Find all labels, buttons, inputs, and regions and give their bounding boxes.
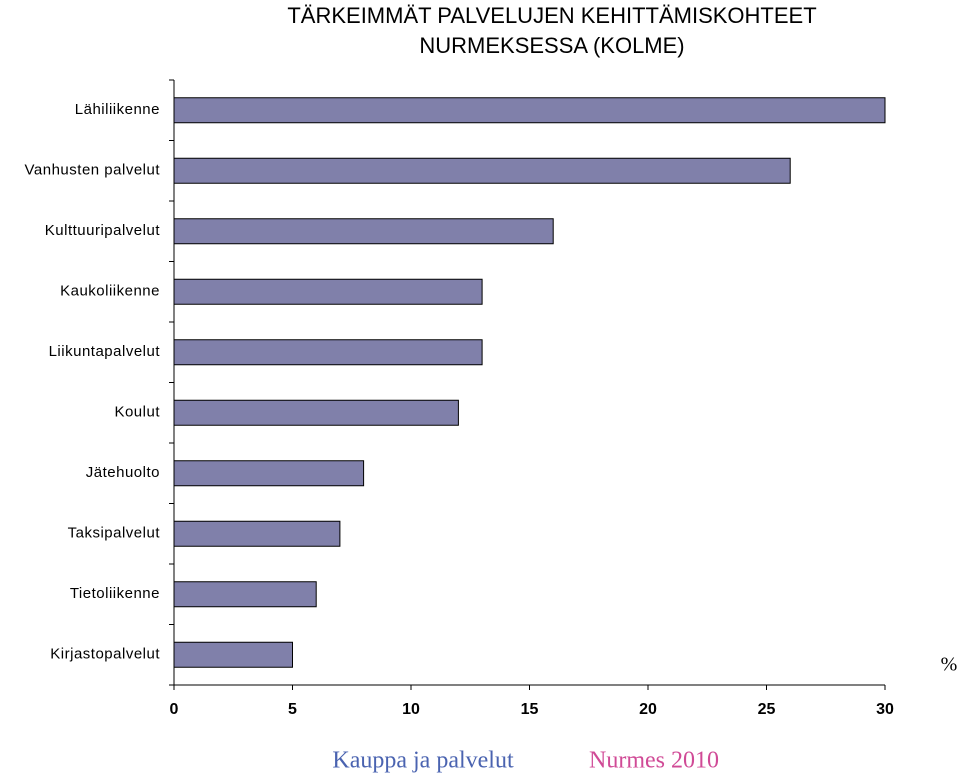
y-tick-label: Koulut <box>114 404 160 421</box>
chart-title: TÄRKEIMMÄT PALVELUJEN KEHITTÄMISKOHTEET <box>287 3 816 28</box>
bar <box>173 581 317 608</box>
x-tick-label: 5 <box>288 701 297 718</box>
x-tick-label: 15 <box>521 701 539 718</box>
bar <box>173 157 791 184</box>
y-tick-label: Kirjastopalvelut <box>50 646 160 663</box>
chart-title: NURMEKSESSA (KOLME) <box>419 33 684 58</box>
bar <box>173 278 483 305</box>
x-tick-label: 25 <box>758 701 776 718</box>
y-tick-label: Lähiliikenne <box>75 101 160 118</box>
footer-right: Nurmes 2010 <box>589 748 719 774</box>
x-tick-label: 30 <box>876 701 894 718</box>
bar <box>173 520 341 547</box>
bar <box>173 641 293 668</box>
bar <box>173 399 459 426</box>
bar <box>173 339 483 366</box>
x-tick-label: 20 <box>639 701 657 718</box>
footer-left: Kauppa ja palvelut <box>332 748 514 774</box>
y-tick-label: Vanhusten palvelut <box>25 162 161 179</box>
x-tick-label: 10 <box>402 701 420 718</box>
y-tick-label: Taksipalvelut <box>68 525 161 542</box>
y-tick-label: Tietoliikenne <box>70 585 160 602</box>
bar <box>173 460 365 487</box>
bar <box>173 97 886 124</box>
x-tick-label: 0 <box>170 701 179 718</box>
y-tick-label: Kaukoliikenne <box>60 283 160 300</box>
y-tick-label: Liikuntapalvelut <box>49 343 161 360</box>
bar <box>173 218 554 245</box>
y-tick-label: Jätehuolto <box>86 464 160 481</box>
y-tick-label: Kulttuuripalvelut <box>45 222 161 239</box>
x-axis-unit: % <box>941 654 958 676</box>
